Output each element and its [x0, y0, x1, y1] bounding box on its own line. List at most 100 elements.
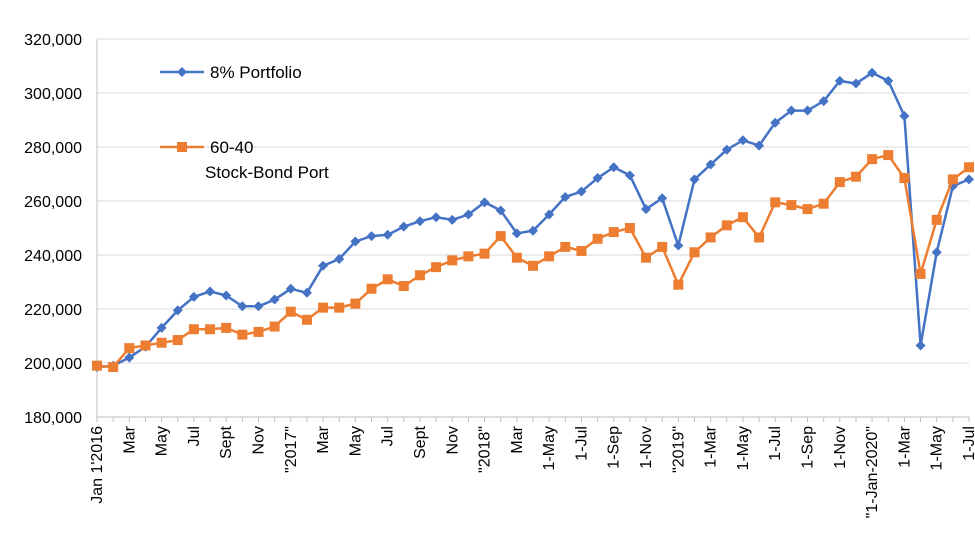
data-point [576, 186, 587, 197]
y-tick-label: 180,000 [24, 410, 82, 427]
data-point [818, 96, 829, 107]
data-point [770, 197, 781, 208]
data-point [269, 321, 280, 332]
data-point [947, 174, 958, 185]
x-tick-label: 1-Sep [606, 426, 623, 469]
series-group [92, 67, 974, 373]
data-point [237, 329, 248, 340]
x-tick-label: "2018" [477, 426, 494, 473]
data-point [818, 198, 829, 209]
x-tick-label: Nov [250, 426, 267, 454]
x-tick-label: Mar [121, 425, 138, 453]
data-point [802, 105, 813, 116]
data-point [915, 340, 926, 351]
data-point [657, 241, 668, 252]
data-point [964, 162, 974, 173]
data-point [188, 324, 199, 335]
data-point [964, 174, 974, 185]
x-tick-label: Mar [315, 425, 332, 453]
legend-entry-8-portfolio[interactable]: 8% Portfolio [160, 63, 302, 82]
data-point [544, 209, 555, 220]
data-point [350, 298, 361, 309]
data-point [205, 286, 216, 297]
data-point [592, 233, 603, 244]
x-tick-label: Jan 1'2016 [89, 426, 106, 504]
legend-entry-60-40[interactable]: 60-40 Stock-Bond Port [160, 138, 329, 182]
x-tick-label: 1-May [541, 426, 558, 470]
x-tick-label: Nov [444, 426, 461, 454]
data-point [528, 260, 538, 271]
data-point [495, 231, 506, 242]
data-point [124, 343, 135, 354]
data-point [560, 191, 571, 202]
data-point [721, 144, 732, 155]
legend-marker-8-portfolio [177, 67, 187, 77]
x-tick-label: 1-Jul [961, 426, 975, 461]
data-point [641, 252, 652, 263]
data-point [414, 216, 425, 227]
data-point [802, 204, 813, 215]
x-tick-label: May [347, 426, 364, 456]
data-point [641, 204, 652, 215]
data-point [576, 245, 587, 256]
data-point [560, 241, 571, 252]
data-point [479, 197, 490, 208]
x-tick-label: 1-Jul [573, 426, 590, 461]
data-point [770, 117, 781, 128]
x-tick-label: 1-Nov [832, 426, 849, 469]
data-point [850, 78, 861, 89]
data-point [366, 231, 377, 242]
y-axis: 180,000 200,000 220,000 240,000 260,000 280,0… [24, 32, 98, 427]
data-point [253, 301, 264, 312]
data-point [899, 173, 910, 184]
data-point [673, 279, 684, 290]
data-point [253, 326, 264, 337]
data-point [301, 314, 312, 325]
data-point [899, 110, 910, 121]
data-point [511, 252, 522, 263]
legend-label-8-portfolio: 8% Portfolio [210, 63, 302, 82]
data-point [479, 248, 490, 259]
data-point [608, 227, 619, 238]
data-point [172, 305, 183, 316]
data-point [447, 214, 458, 225]
data-point [867, 67, 878, 78]
x-tick-label: "2017" [283, 426, 300, 473]
data-point [92, 360, 102, 371]
y-tick-label: 260,000 [24, 194, 82, 211]
x-tick-label: May [154, 426, 171, 456]
data-point [301, 287, 312, 298]
data-point [883, 75, 894, 86]
x-tick-label: 1-Mar [703, 425, 720, 467]
data-point [205, 324, 216, 335]
data-point [689, 174, 700, 185]
data-point [867, 154, 878, 165]
data-point [737, 212, 748, 223]
legend-marker-60-40 [177, 142, 187, 152]
data-point [705, 232, 716, 243]
data-point [156, 322, 167, 333]
data-point [398, 221, 409, 232]
data-point [140, 340, 151, 351]
x-tick-label: Jul [186, 426, 203, 446]
data-point [511, 228, 522, 239]
data-point [915, 268, 926, 279]
data-point [528, 225, 538, 236]
data-point [689, 247, 700, 258]
data-point [221, 322, 232, 333]
x-tick-label: 1-Jul [767, 426, 784, 461]
x-tick-label: 1-Nov [638, 426, 655, 469]
legend[interactable]: 8% Portfolio 60-40 Stock-Bond Port [160, 63, 329, 182]
data-point [624, 223, 635, 233]
data-point [624, 170, 635, 181]
data-point [156, 337, 167, 348]
data-point [269, 294, 280, 305]
x-axis: Jan 1'2016 Mar May Jul Sept Nov "2017" Mar May Ju… [89, 416, 975, 518]
data-point [398, 281, 409, 292]
x-tick-label: Mar [509, 425, 526, 453]
y-tick-label: 320,000 [24, 32, 82, 49]
data-point [463, 209, 474, 220]
data-point [657, 193, 668, 204]
data-point [834, 177, 845, 188]
